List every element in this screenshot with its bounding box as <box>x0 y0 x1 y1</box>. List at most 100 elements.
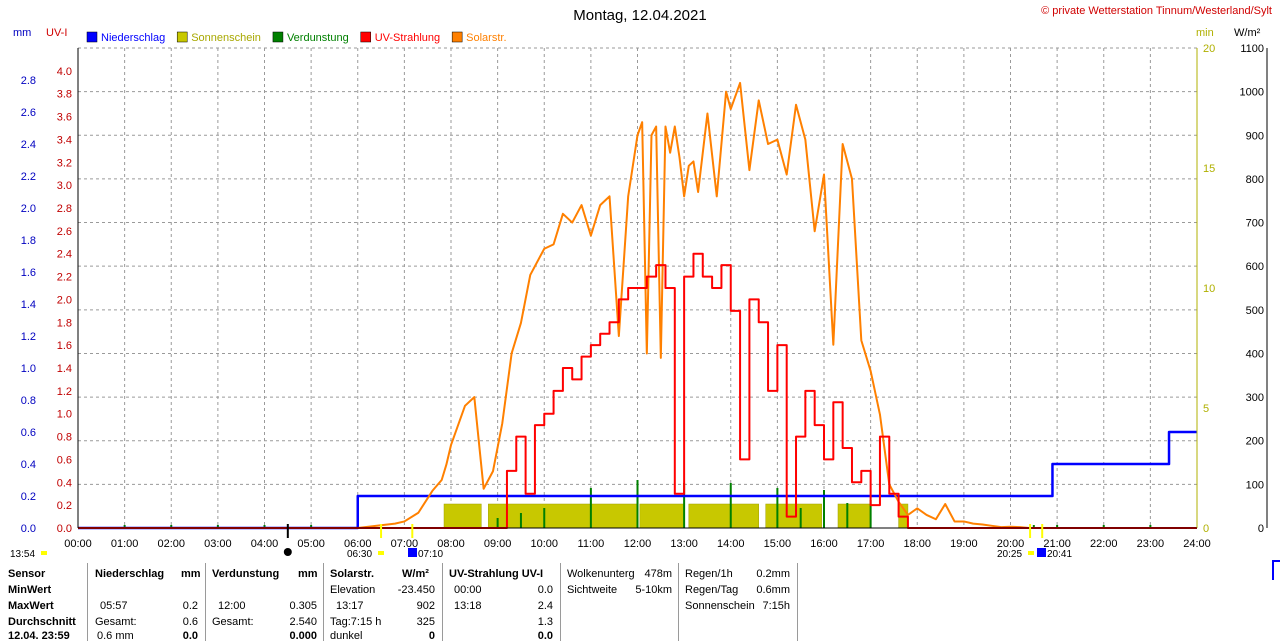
wm2-tick-label: 1100 <box>1240 43 1264 55</box>
mm-tick-label: 2.4 <box>21 139 36 151</box>
x-tick-label: 13:00 <box>670 538 698 550</box>
legend-swatch <box>360 31 371 43</box>
mm-tick-label: 1.4 <box>21 299 36 311</box>
solar-unit: W/m² <box>402 568 429 580</box>
uvi-tick-label: 1.0 <box>57 409 72 421</box>
sunshine-label: Sonnenschein <box>685 600 755 612</box>
x-tick-label: 24:00 <box>1183 538 1211 550</box>
niederschlag-max-val: 0.2 <box>182 600 198 612</box>
uv-last-val: 0.0 <box>537 630 553 642</box>
mm-tick-label: 1.8 <box>21 235 36 247</box>
x-tick-label: 05:00 <box>297 538 325 550</box>
sunshine-value: 7:15h <box>762 600 790 612</box>
wm2-tick-label: 800 <box>1246 174 1264 186</box>
x-tick-label: 20:00 <box>997 538 1025 550</box>
wm2-tick-label: 1000 <box>1240 87 1264 99</box>
uv-max-time: 13:18 <box>454 600 482 612</box>
separator <box>797 563 798 641</box>
sunshine-bar <box>443 503 482 529</box>
min-tick-label: 5 <box>1203 403 1209 415</box>
dusk-icon <box>1037 548 1046 557</box>
niederschlag-last2: 0.0 <box>182 630 198 642</box>
min-tick-label: 0 <box>1203 523 1209 535</box>
x-tick-label: 23:00 <box>1137 538 1165 550</box>
solar-elev: -23.450 <box>397 584 435 596</box>
chart-title: Montag, 12.04.2021 <box>573 7 707 24</box>
series-line-solarstr. <box>78 81 1197 529</box>
chart-axes <box>77 48 1268 529</box>
rain-day-value: 0.6mm <box>756 584 790 596</box>
visibility-value: 5-10km <box>635 584 672 596</box>
separator <box>205 563 206 641</box>
time-markers: 13:54 06:30 07:10 20:25 20:41 <box>10 524 1072 560</box>
niederschlag-max-time: 05:57 <box>100 600 128 612</box>
marker-time-2041: 20:41 <box>1047 549 1072 560</box>
wm2-tick-label: 300 <box>1246 392 1264 404</box>
min-tick-label: 10 <box>1203 283 1215 295</box>
separator <box>442 563 443 641</box>
x-tick-label: 09:00 <box>484 538 512 550</box>
unit-mm: mm <box>13 27 32 39</box>
uvi-tick-label: 1.6 <box>57 340 72 352</box>
marker-time-2025: 20:25 <box>997 549 1022 560</box>
mm-tick-label: 1.2 <box>21 331 36 343</box>
wm2-tick-label: 600 <box>1246 261 1264 273</box>
legend-label: Verdunstung <box>287 32 349 44</box>
legend-label: UV-Strahlung <box>375 32 440 44</box>
rain-hour-label: Regen/1h <box>685 568 733 580</box>
mm-tick-label: 0.0 <box>21 523 36 535</box>
legend-label: Sonnenschein <box>191 32 261 44</box>
wm2-tick-label: 500 <box>1246 305 1264 317</box>
mm-tick-label: 0.8 <box>21 395 36 407</box>
verdunstung-last: 0.000 <box>289 630 317 642</box>
min-tick-label: 20 <box>1203 43 1215 55</box>
verdunstung-total-label: Gesamt: <box>212 616 254 628</box>
legend-swatch <box>272 31 284 43</box>
uvi-tick-label: 3.0 <box>57 180 72 192</box>
sunset-icon <box>1028 551 1034 555</box>
solar-max-val: 902 <box>416 600 435 612</box>
x-tick-label: 14:00 <box>717 538 745 550</box>
sunshine-bar <box>488 503 638 529</box>
wm2-tick-label: 0 <box>1258 523 1264 535</box>
uvi-tick-label: 3.2 <box>57 157 72 169</box>
mm-tick-label: 1.0 <box>21 363 36 375</box>
min-tick-label: 15 <box>1203 163 1215 175</box>
solar-elev-label: Elevation <box>330 584 376 596</box>
niederschlag-total-label: Gesamt: <box>95 616 137 628</box>
legend-label: Solarstr. <box>466 32 506 44</box>
label-max: MaxWert <box>8 600 54 612</box>
twilight-icon <box>408 548 417 557</box>
label-sensor: Sensor <box>8 568 46 580</box>
unit-uvi: UV-I <box>46 27 68 39</box>
niederschlag-last: 0.6 mm <box>97 630 134 642</box>
marker-time-1354: 13:54 <box>10 549 35 560</box>
x-tick-label: 02:00 <box>157 538 185 550</box>
x-tick-label: 21:00 <box>1043 538 1071 550</box>
uvi-tick-label: 3.8 <box>57 89 72 101</box>
x-tick-label: 16:00 <box>810 538 838 550</box>
uvi-tick-label: 2.0 <box>57 294 72 306</box>
cloud-label: Wolkenunterg <box>567 568 635 580</box>
rain-day-label: Regen/Tag <box>685 584 739 596</box>
solar-max-time: 13:17 <box>336 600 364 612</box>
x-tick-label: 18:00 <box>903 538 931 550</box>
mm-tick-label: 2.6 <box>21 107 36 119</box>
niederschlag-total: 0.6 <box>182 616 198 628</box>
x-tick-label: 10:00 <box>530 538 558 550</box>
sunrise-icon <box>378 551 384 555</box>
uvi-tick-label: 2.6 <box>57 226 72 238</box>
cloud-value: 478m <box>644 568 672 580</box>
x-tick-label: 06:00 <box>344 538 372 550</box>
legend-swatch <box>86 31 98 43</box>
solar-day-label: Tag:7:15 h <box>330 616 382 628</box>
uv-head: UV-Strahlung UV-I <box>449 568 544 580</box>
uvi-tick-label: 3.6 <box>57 112 72 124</box>
uv-min-val: 0.0 <box>537 584 553 596</box>
copyright-text: © private Wetterstation Tinnum/Westerlan… <box>1041 5 1272 17</box>
x-tick-label: 22:00 <box>1090 538 1118 550</box>
legend: Niederschlag Sonnenschein Verdunstung UV-St… <box>86 31 507 44</box>
series-line-uv-strahlung <box>78 252 1197 529</box>
wm2-tick-label: 700 <box>1246 218 1264 230</box>
